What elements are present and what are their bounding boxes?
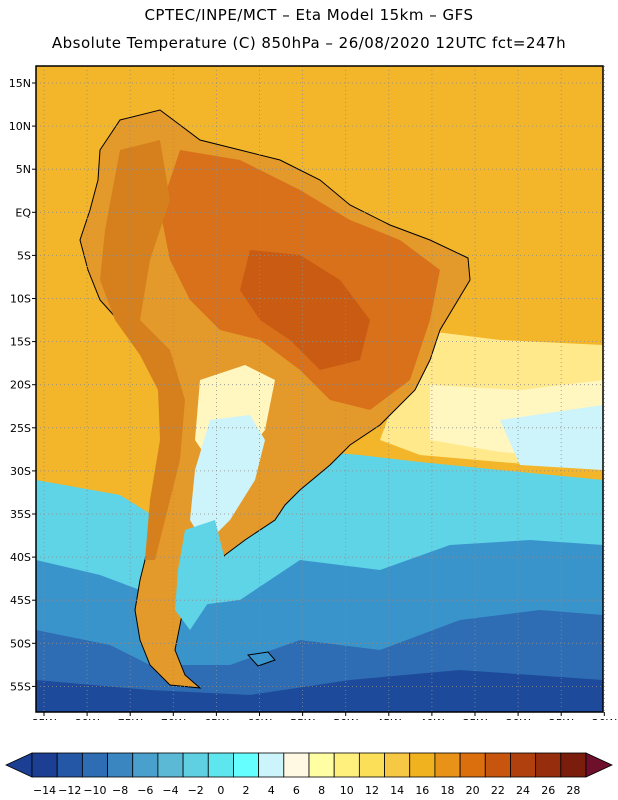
colorbar-label: 18 bbox=[441, 784, 455, 797]
colorbar-swatch bbox=[333, 752, 360, 778]
lat-lon-gridlines bbox=[36, 66, 605, 712]
colorbar-arrow-left bbox=[5, 752, 33, 778]
colorbar-label: 4 bbox=[268, 784, 275, 797]
colorbar-swatch bbox=[157, 752, 184, 778]
lat-label: 20S bbox=[10, 379, 31, 392]
pampas-cool-patch bbox=[190, 415, 265, 545]
lat-label: 45S bbox=[10, 594, 31, 607]
lon-label: 70W bbox=[161, 717, 186, 720]
colorbar-label: 16 bbox=[415, 784, 429, 797]
colorbar-swatch bbox=[132, 752, 159, 778]
colorbar-swatch bbox=[233, 752, 260, 778]
colorbar-label: 22 bbox=[491, 784, 505, 797]
map-title-line-1: CPTEC/INPE/MCT – Eta Model 15km – GFS bbox=[144, 6, 474, 24]
lon-label: 25W bbox=[549, 717, 574, 720]
colorbar-label: 20 bbox=[466, 784, 480, 797]
colorbar-swatch bbox=[535, 752, 562, 778]
colorbar-swatch bbox=[484, 752, 511, 778]
colorbar-label: 0 bbox=[217, 784, 224, 797]
colorbar-label: 24 bbox=[516, 784, 530, 797]
colorbar-swatches bbox=[5, 752, 613, 778]
lon-label: 65W bbox=[204, 717, 229, 720]
colorbar-label: 8 bbox=[318, 784, 325, 797]
lat-label: 15N bbox=[9, 77, 31, 90]
lat-label: 10S bbox=[10, 293, 31, 306]
colorbar-label: −6 bbox=[137, 784, 153, 797]
colorbar-swatch bbox=[409, 752, 436, 778]
patagonia-cool-patch bbox=[175, 520, 225, 630]
longitude-labels: 85W 80W 75W 70W 65W 60W 55W 50W 45W 40W 35W 30W 25W 2… bbox=[32, 712, 617, 720]
colorbar-label: 28 bbox=[566, 784, 580, 797]
lon-label: 35W bbox=[463, 717, 488, 720]
lat-label: 10N bbox=[9, 120, 31, 133]
temperature-map: 15N 10N 5N EQ 5S 10S 15S 20S 25S 30S 35S 40S 45S 50S 5… bbox=[9, 65, 617, 720]
colorbar-swatch bbox=[182, 752, 209, 778]
map-title-line-2: Absolute Temperature (C) 850hPa – 26/08/… bbox=[51, 34, 567, 52]
lat-label: EQ bbox=[15, 206, 31, 219]
colorbar-label: 10 bbox=[340, 784, 354, 797]
colorbar-label: 12 bbox=[365, 784, 379, 797]
lat-label: 30S bbox=[10, 465, 31, 478]
colorbar-swatch bbox=[434, 752, 461, 778]
lat-label: 25S bbox=[10, 422, 31, 435]
temperature-colorbar: −14 −12 −10 −8 −6 −4 −2 0 2 4 6 8 10 12 14 16 18 20 22 24 26… bbox=[5, 752, 613, 797]
colorbar-swatch bbox=[510, 752, 537, 778]
colorbar-swatch bbox=[283, 752, 310, 778]
map-frame bbox=[35, 65, 604, 713]
latitude-labels: 15N 10N 5N EQ 5S 10S 15S 20S 25S 30S 35S 40S 45S 50S 5… bbox=[9, 77, 36, 693]
colorbar-label: 2 bbox=[243, 784, 250, 797]
light-cyan-patch bbox=[500, 405, 603, 470]
colorbar-label: −10 bbox=[83, 784, 106, 797]
lon-label: 50W bbox=[333, 717, 358, 720]
colorbar-label: −12 bbox=[58, 784, 81, 797]
colorbar-swatch bbox=[560, 752, 587, 778]
lat-label: 35S bbox=[10, 508, 31, 521]
lat-label: 5S bbox=[17, 249, 31, 262]
lon-label: 40W bbox=[419, 717, 444, 720]
colorbar-swatch bbox=[81, 752, 108, 778]
lon-label: 85W bbox=[32, 717, 57, 720]
colorbar-swatch bbox=[358, 752, 385, 778]
andes-strip bbox=[100, 140, 185, 560]
colorbar-labels: −14 −12 −10 −8 −6 −4 −2 0 2 4 6 8 10 12 14 16 18 20 22 24 26… bbox=[33, 784, 580, 797]
lat-label: 15S bbox=[10, 336, 31, 349]
colorbar-label: 26 bbox=[541, 784, 555, 797]
colorbar-label: −14 bbox=[33, 784, 56, 797]
lon-label: 75W bbox=[118, 717, 143, 720]
colorbar-swatch bbox=[308, 752, 335, 778]
colorbar-label: −2 bbox=[188, 784, 204, 797]
colorbar-swatch bbox=[31, 752, 58, 778]
colorbar-swatch bbox=[207, 752, 234, 778]
colorbar-label: −8 bbox=[112, 784, 128, 797]
colorbar-swatch bbox=[107, 752, 134, 778]
ocean-coldest-band bbox=[36, 670, 603, 712]
lon-label: 80W bbox=[75, 717, 100, 720]
colorbar-swatch bbox=[56, 752, 83, 778]
colorbar-swatch bbox=[384, 752, 411, 778]
lon-label: 30W bbox=[506, 717, 531, 720]
lat-label: 40S bbox=[10, 551, 31, 564]
lat-label: 5N bbox=[16, 163, 31, 176]
lon-label: 45W bbox=[376, 717, 401, 720]
colorbar-label: 6 bbox=[293, 784, 300, 797]
lon-label: 55W bbox=[290, 717, 315, 720]
land-core-hot bbox=[240, 250, 370, 370]
lon-label: 20W bbox=[592, 717, 617, 720]
colorbar-label: 14 bbox=[390, 784, 404, 797]
lat-label: 55S bbox=[10, 680, 31, 693]
lat-label: 50S bbox=[10, 637, 31, 650]
colorbar-label: −4 bbox=[162, 784, 178, 797]
colorbar-swatch bbox=[258, 752, 285, 778]
falkland-islands bbox=[247, 651, 276, 667]
lon-label: 60W bbox=[247, 717, 272, 720]
colorbar-arrow-right bbox=[585, 752, 613, 778]
colorbar-swatch bbox=[459, 752, 486, 778]
